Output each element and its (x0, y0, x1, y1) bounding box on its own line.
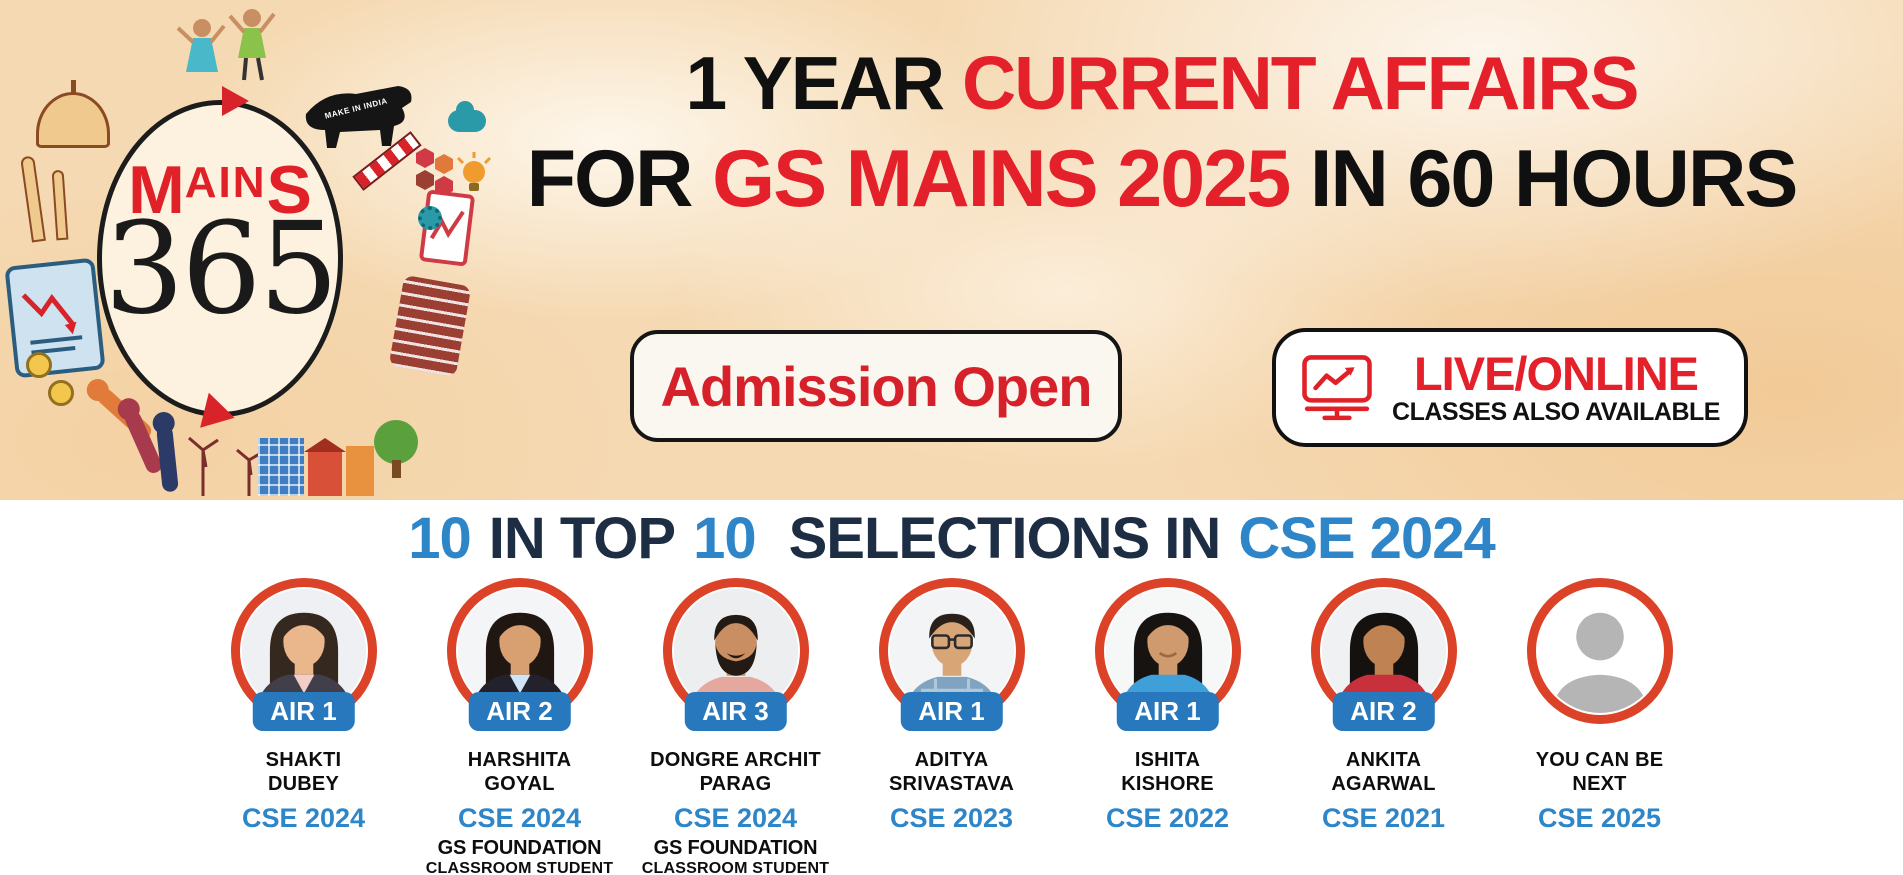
topper-photo (1526, 578, 1673, 724)
topper-photo: AIR 2 (446, 578, 593, 731)
topper-photo: AIR 3 (662, 578, 809, 731)
minaret-icon (51, 169, 69, 241)
heading-part: CSE 2024 (1238, 506, 1495, 571)
topper-card: YOU CAN BE NEXT CSE 2025 (1492, 578, 1708, 875)
minaret-icon (20, 155, 46, 243)
topper-exam: CSE 2022 (1105, 803, 1230, 834)
air-rank-badge: AIR 1 (1116, 692, 1219, 731)
play-triangle-icon (222, 86, 249, 116)
logo-365-text: 365 (104, 195, 339, 343)
logo-circle: M AIN S 365 (97, 100, 343, 417)
topper-photo: AIR 1 (230, 578, 377, 731)
headline-line-1: 1 YEAR CURRENT AFFAIRS (685, 41, 1640, 125)
topper-exam: CSE 2024 (673, 803, 798, 834)
air-rank-badge: AIR 3 (684, 692, 787, 731)
building-icon (258, 438, 304, 496)
heading-part: SELECTIONS IN (788, 506, 1222, 571)
topper-exam: CSE 2023 (889, 803, 1014, 834)
topper-card: AIR 3 DONGRE ARCHIT PARAG CSE 2024 GS FO… (628, 578, 844, 875)
live-online-text: LIVE/ONLINE CLASSES ALSO AVAILABLE (1390, 350, 1722, 425)
cloud-icon (448, 101, 486, 132)
monitor-chart-icon (1302, 354, 1372, 420)
building-icon (304, 438, 346, 496)
live-online-subtitle: CLASSES ALSO AVAILABLE (1392, 398, 1720, 426)
toppers-row: AIR 1 SHAKTI DUBEY CSE 2024 (0, 578, 1903, 875)
coin-icon (48, 380, 74, 406)
air-rank-badge: AIR 1 (252, 692, 355, 731)
gear-icon (418, 206, 442, 230)
wind-turbines-icon (188, 436, 264, 496)
topper-name: SHAKTI DUBEY (265, 749, 342, 795)
topper-photo: AIR 2 (1310, 578, 1457, 731)
lightbulb-icon (456, 152, 492, 191)
heading-part: 10 (693, 506, 757, 571)
headline-line-2: FOR GS MAINS 2025 IN 60 HOURS (526, 134, 1799, 224)
live-online-badge[interactable]: LIVE/ONLINE CLASSES ALSO AVAILABLE (1272, 328, 1748, 447)
chart-frame-icon (418, 189, 476, 267)
topper-photo: AIR 1 (1094, 578, 1241, 731)
taj-mahal-icon (36, 80, 110, 148)
topper-note: CLASSROOM STUDENT (641, 860, 830, 875)
topper-exam: CSE 2024 (241, 803, 366, 834)
topper-name: ISHITA KISHORE (1121, 749, 1214, 795)
topper-note: GS FOUNDATION (653, 837, 818, 860)
topper-name: ANKITA AGARWAL (1331, 749, 1436, 795)
topper-name: YOU CAN BE NEXT (1535, 749, 1664, 795)
topper-name: HARSHITA GOYAL (467, 749, 572, 795)
topper-exam: CSE 2021 (1321, 803, 1446, 834)
coin-icon (26, 352, 52, 378)
chart-tablet-icon (4, 257, 106, 379)
hero-section: MAKE IN INDIA M AIN S 365 1 YEAR CURRENT A… (0, 0, 1903, 500)
mains365-logo: MAKE IN INDIA M AIN S 365 (0, 0, 510, 500)
topper-note: CLASSROOM STUDENT (425, 860, 614, 875)
results-section: 10 IN TOP 10 SELECTIONS IN CSE 2024 (0, 500, 1903, 875)
admission-open-label: Admission Open (660, 354, 1093, 418)
make-in-india-lion-icon (305, 86, 412, 148)
stupa-icon (388, 274, 472, 378)
avatar-silhouette-icon (1537, 589, 1662, 713)
air-rank-badge: AIR 1 (900, 692, 1003, 731)
headline: 1 YEAR CURRENT AFFAIRS FOR GS MAINS 2025… (432, 46, 1891, 220)
topper-photo: AIR 1 (878, 578, 1025, 731)
results-heading: 10 IN TOP 10 SELECTIONS IN CSE 2024 (0, 500, 1903, 568)
tree-icon (374, 420, 418, 478)
live-online-title: LIVE/ONLINE (1413, 347, 1699, 400)
air-rank-badge: AIR 2 (468, 692, 571, 731)
heading-part: 10 (408, 506, 472, 571)
topper-card: AIR 1 ADITYA SRIVASTAVA CSE 2023 (844, 578, 1060, 875)
logo-mains-text: M AIN S (128, 152, 312, 228)
air-rank-badge: AIR 2 (1332, 692, 1435, 731)
topper-card: AIR 1 SHAKTI DUBEY CSE 2024 (196, 578, 412, 875)
admission-open-button[interactable]: Admission Open (630, 330, 1122, 442)
topper-exam: CSE 2024 (457, 803, 582, 834)
topper-note: GS FOUNDATION (437, 837, 602, 860)
topper-card: AIR 2 HARSHITA GOYAL CSE 2024 GS FOUNDAT… (412, 578, 628, 875)
heading-part: IN TOP (488, 506, 676, 571)
building-icon (346, 446, 374, 496)
hex-cluster-icon (416, 148, 453, 194)
topper-card: AIR 2 ANKITA AGARWAL CSE 2021 (1276, 578, 1492, 875)
topper-name: DONGRE ARCHIT PARAG (650, 749, 821, 795)
topper-name: ADITYA SRIVASTAVA (889, 749, 1014, 795)
topper-exam: CSE 2025 (1537, 803, 1662, 834)
dancers-icon (176, 9, 276, 81)
topper-card: AIR 1 ISHITA KISHORE CSE 2022 (1060, 578, 1276, 875)
